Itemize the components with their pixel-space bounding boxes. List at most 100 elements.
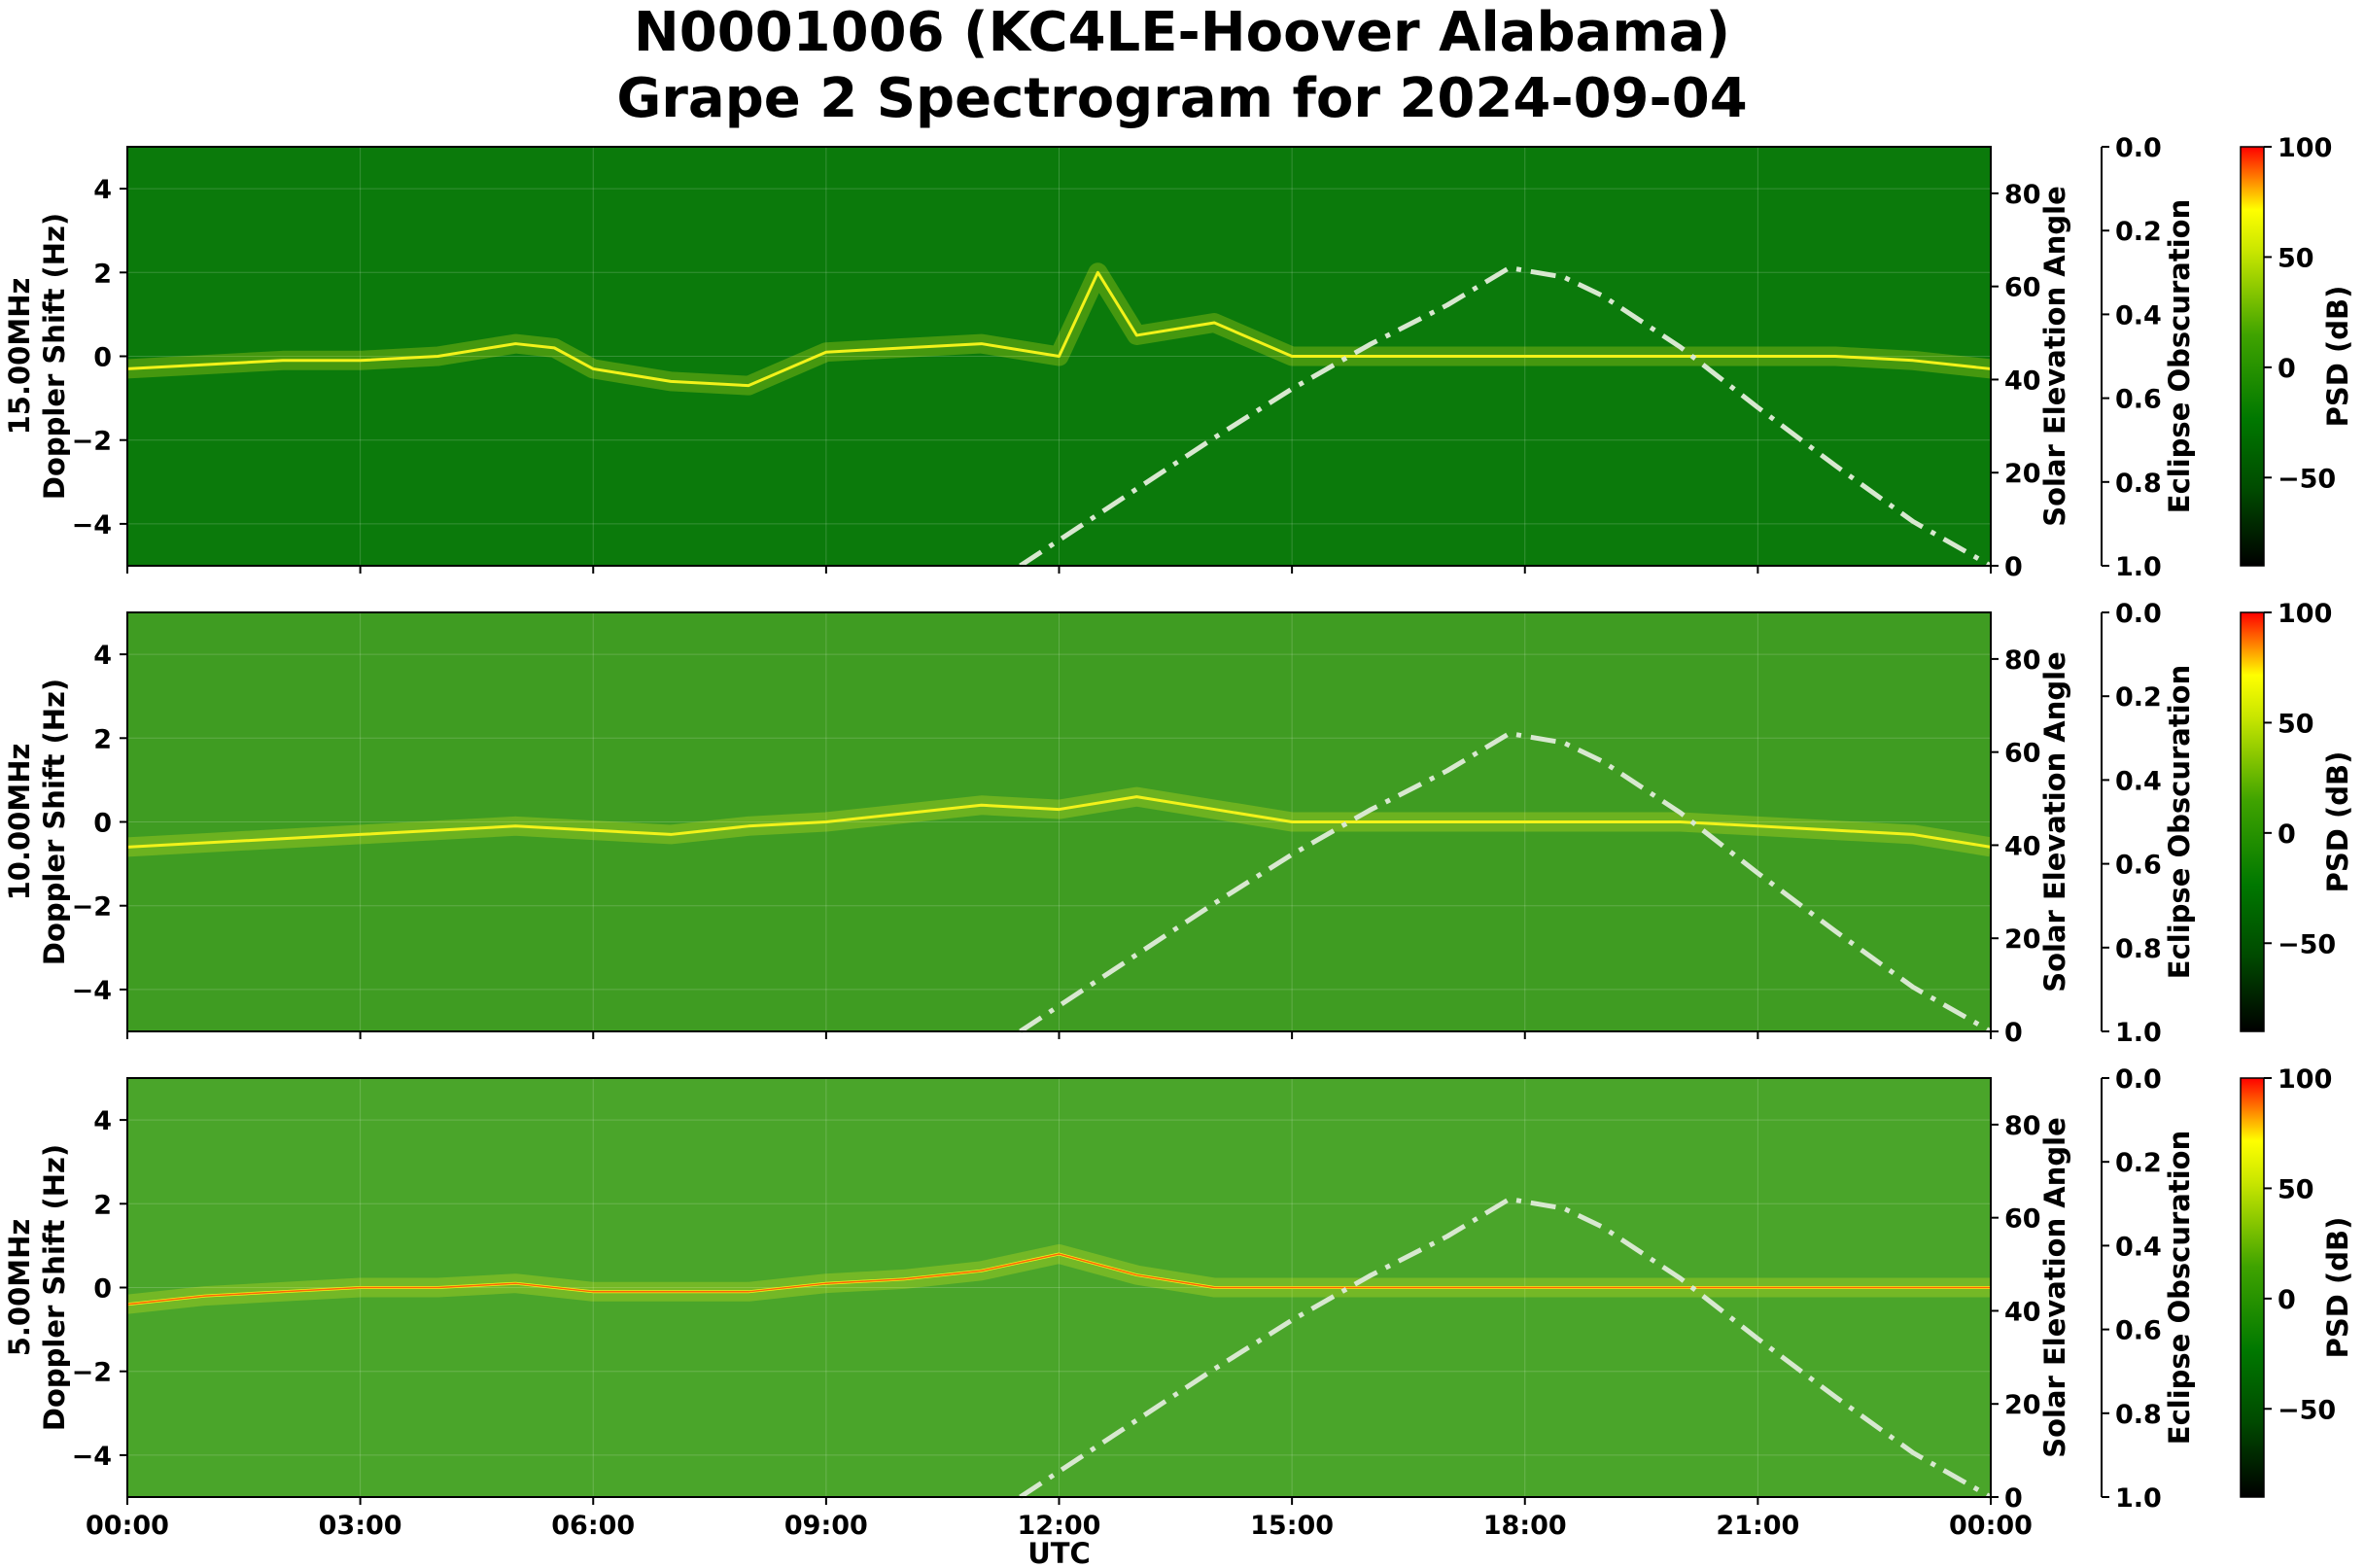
colorbar-tick-label: 50 [2278, 1174, 2314, 1204]
x-tick-label: 00:00 [86, 1511, 169, 1541]
eclipse-axis-label: Eclipse Obscuration [2163, 665, 2196, 979]
eclipse-tick-label: 0.2 [2115, 1148, 2162, 1178]
colorbar [2240, 146, 2265, 567]
colorbar-label: PSD (dB) [2321, 751, 2354, 893]
elevation-tick-label: 0 [2004, 552, 2023, 582]
y-tick-label: 2 [93, 1190, 112, 1220]
eclipse-tick-label: 0.6 [2115, 1316, 2162, 1346]
doppler-trace-peak [126, 1253, 1991, 1306]
eclipse-tick-label: 0.6 [2115, 851, 2162, 881]
eclipse-tick-label: 0.4 [2115, 766, 2162, 796]
y-tick-label: −2 [72, 427, 112, 457]
elevation-tick-label: 20 [2004, 459, 2041, 489]
x-tick-label: 09:00 [784, 1511, 868, 1541]
y-axis-label-frequency: 15.00MHz [3, 278, 36, 436]
colorbar-tick-label: 0 [2278, 354, 2296, 384]
y-tick-label: 2 [93, 259, 112, 289]
eclipse-tick-label: 0.0 [2115, 133, 2162, 163]
colorbar-label: PSD (dB) [2321, 286, 2354, 428]
elevation-axis-label: Solar Elevation Angle [2038, 1117, 2071, 1458]
elevation-tick-label: 40 [2004, 366, 2041, 396]
y-tick-label: −4 [72, 976, 112, 1006]
eclipse-tick-label: 0.0 [2115, 1064, 2162, 1095]
elevation-axis-label: Solar Elevation Angle [2038, 651, 2071, 993]
x-tick-label: 06:00 [551, 1511, 635, 1541]
solar-elevation-curve [1019, 731, 1993, 1034]
eclipse-tick-label: 0.8 [2115, 469, 2162, 499]
colorbar-tick-label: −50 [2278, 464, 2336, 494]
eclipse-tick-label: 0.4 [2115, 300, 2162, 331]
colorbar-tick-label: 100 [2278, 599, 2332, 629]
y-tick-label: −2 [72, 892, 112, 923]
colorbar-tick-label: −50 [2278, 929, 2336, 959]
elevation-tick-label: 20 [2004, 1390, 2041, 1420]
colorbar-label: PSD (dB) [2321, 1217, 2354, 1359]
x-tick-label: 00:00 [1949, 1511, 2033, 1541]
elevation-tick-label: 0 [2004, 1483, 2023, 1514]
y-tick-label: 2 [93, 724, 112, 754]
panel-5.00mhz: 420−2−400:00 03:00 06:00 09:00 12:00 15:00 18:… [3, 1064, 2354, 1568]
elevation-tick-label: 60 [2004, 739, 2041, 769]
eclipse-axis-label: Eclipse Obscuration [2163, 1131, 2196, 1445]
colorbar-tick-label: 0 [2278, 1285, 2296, 1315]
solar-elevation-curve [1019, 265, 1993, 569]
x-axis-label: UTC [1027, 1537, 1091, 1568]
y-axis-label-doppler: Doppler Shift (Hz) [38, 1144, 71, 1431]
eclipse-tick-label: 0.6 [2115, 385, 2162, 415]
colorbar-tick-label: 0 [2278, 819, 2296, 850]
elevation-tick-label: 0 [2004, 1018, 2023, 1048]
y-tick-label: 0 [93, 809, 112, 839]
elevation-tick-label: 20 [2004, 924, 2041, 955]
y-tick-label: 4 [93, 641, 112, 671]
elevation-tick-label: 80 [2004, 645, 2041, 676]
y-tick-label: 4 [93, 1106, 112, 1136]
x-tick-label: 21:00 [1716, 1511, 1799, 1541]
doppler-trace [126, 270, 1992, 388]
doppler-trace [126, 795, 1992, 849]
y-axis-label-doppler: Doppler Shift (Hz) [38, 679, 71, 965]
elevation-tick-label: 40 [2004, 1297, 2041, 1327]
eclipse-tick-label: 1.0 [2115, 1018, 2162, 1048]
eclipse-tick-label: 1.0 [2115, 1483, 2162, 1514]
x-tick-label: 03:00 [319, 1511, 402, 1541]
colorbar-tick-label: −50 [2278, 1395, 2336, 1425]
panel-15.00mhz: 420−2−415.00MHz Doppler Shift (Hz)8060402… [3, 133, 2354, 582]
colorbar-tick-label: 50 [2278, 709, 2314, 739]
colorbar-tick-label: 100 [2278, 1064, 2332, 1095]
y-tick-label: 0 [93, 1274, 112, 1305]
figure-title-line-1: N0001006 (KC4LE-Hoover Alabama) [634, 1, 1730, 64]
solar-elevation-curve [1019, 1197, 1993, 1500]
eclipse-axis-label: Eclipse Obscuration [2163, 199, 2196, 513]
y-tick-label: −4 [72, 510, 112, 540]
x-tick-label: 18:00 [1483, 1511, 1567, 1541]
eclipse-tick-label: 0.0 [2115, 599, 2162, 629]
y-tick-label: −4 [72, 1442, 112, 1472]
elevation-tick-label: 60 [2004, 273, 2041, 303]
elevation-tick-label: 60 [2004, 1204, 2041, 1235]
eclipse-tick-label: 0.2 [2115, 217, 2162, 247]
colorbar-tick-label: 50 [2278, 243, 2314, 273]
y-tick-label: −2 [72, 1358, 112, 1388]
y-tick-label: 4 [93, 175, 112, 205]
colorbar [2240, 611, 2265, 1032]
colorbar-tick-label: 100 [2278, 133, 2332, 163]
elevation-tick-label: 40 [2004, 831, 2041, 861]
y-tick-label: 0 [93, 343, 112, 373]
y-axis-label-frequency: 10.00MHz [3, 744, 36, 901]
x-tick-label: 15:00 [1250, 1511, 1334, 1541]
figure-title-line-2: Grape 2 Spectrogram for 2024-09-04 [616, 67, 1747, 130]
eclipse-tick-label: 0.8 [2115, 1400, 2162, 1430]
eclipse-tick-label: 0.2 [2115, 682, 2162, 713]
elevation-axis-label: Solar Elevation Angle [2038, 186, 2071, 527]
elevation-tick-label: 80 [2004, 1111, 2041, 1141]
eclipse-tick-label: 0.4 [2115, 1232, 2162, 1262]
x-tick-label: 12:00 [1018, 1511, 1101, 1541]
panel-10.00mhz: 420−2−410.00MHz Doppler Shift (Hz)8060402… [3, 599, 2354, 1048]
elevation-tick-label: 80 [2004, 180, 2041, 210]
y-axis-label-frequency: 5.00MHz [3, 1219, 36, 1357]
y-axis-label-doppler: Doppler Shift (Hz) [38, 213, 71, 500]
eclipse-tick-label: 0.8 [2115, 934, 2162, 964]
colorbar [2240, 1077, 2265, 1498]
eclipse-tick-label: 1.0 [2115, 552, 2162, 582]
